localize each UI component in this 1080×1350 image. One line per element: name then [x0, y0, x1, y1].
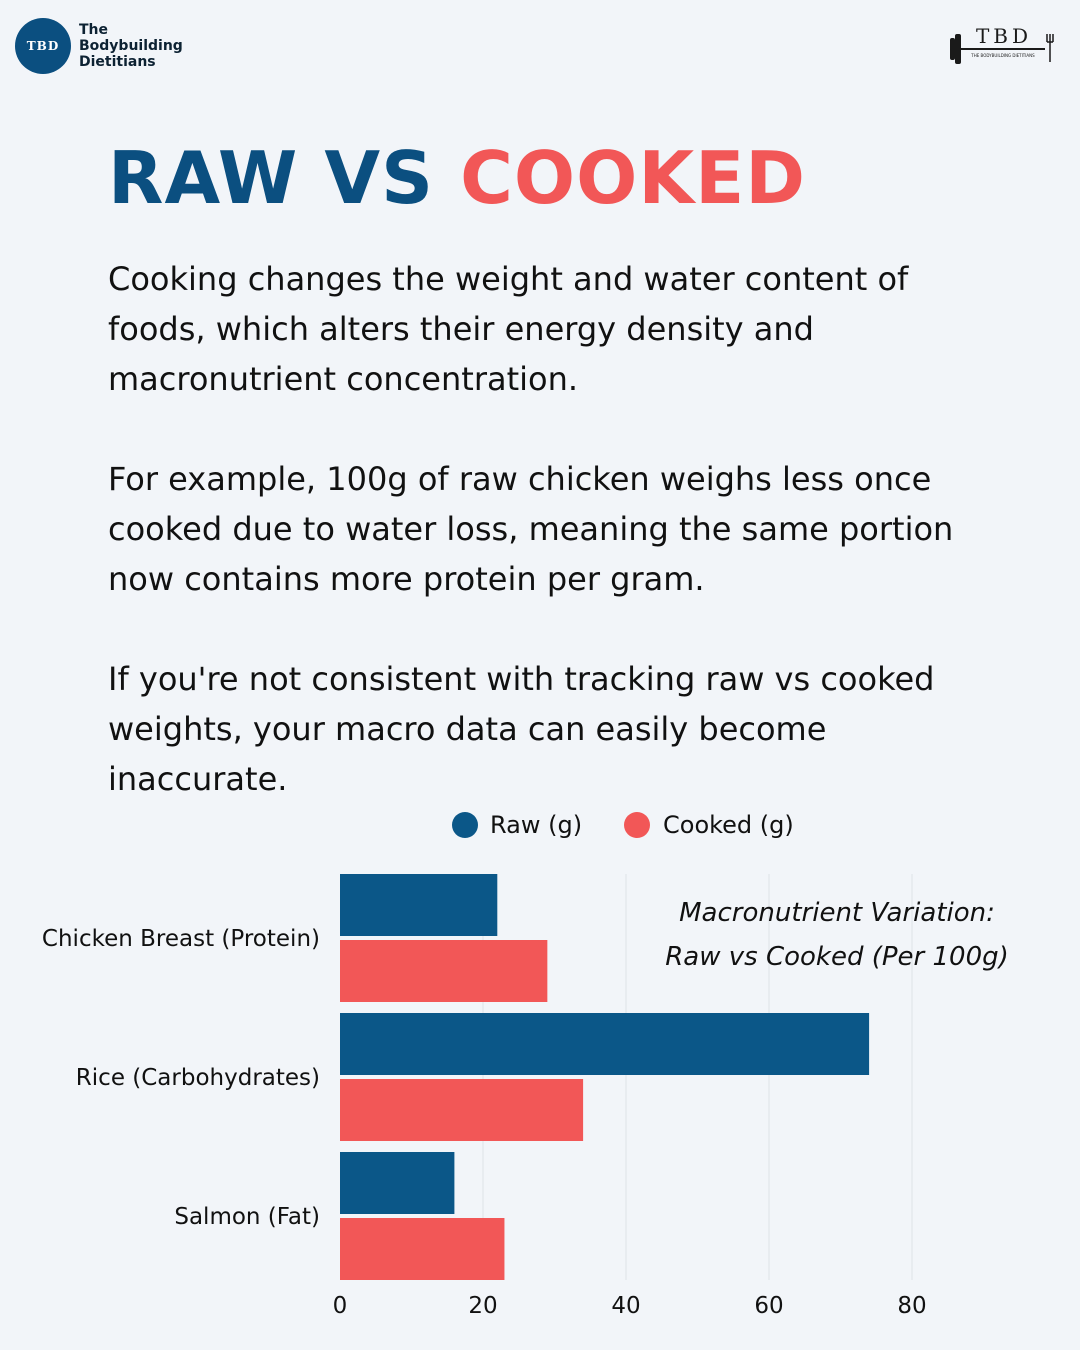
legend: Raw (g) Cooked (g)	[452, 811, 794, 839]
cooked-bar	[340, 940, 548, 1002]
headline-raw: RAW VS	[108, 136, 434, 220]
category-label: Salmon (Fat)	[174, 1204, 320, 1230]
category-label: Chicken Breast (Protein)	[42, 926, 320, 952]
legend-raw-swatch	[452, 812, 478, 838]
paragraph-1: Cooking changes the weight and water con…	[108, 260, 909, 398]
brand-name-line: The	[79, 22, 109, 38]
grid-lines	[482, 874, 913, 1280]
chart-title-line-2: Raw vs Cooked (Per 100g)	[665, 942, 1009, 972]
cooked-bar	[340, 1218, 505, 1280]
brand-logo: TBD	[15, 18, 71, 74]
x-tick-label: 60	[754, 1293, 783, 1319]
category-label: Rice (Carbohydrates)	[76, 1065, 320, 1091]
tbd-dumbbell-logo: TBD THE BODYBUILDING DIETITIANS	[950, 24, 1054, 64]
brand: TBD The Bodybuilding Dietitians	[15, 18, 183, 74]
macro-bar-chart: Raw (g) Cooked (g) Chicken Breast (Prote…	[42, 811, 1009, 1319]
legend-cooked-label: Cooked (g)	[663, 811, 794, 839]
raw-bar	[340, 1152, 455, 1214]
brand-name: The Bodybuilding Dietitians	[79, 22, 183, 70]
raw-bar	[340, 874, 498, 936]
brand-name-line: Bodybuilding	[79, 38, 183, 54]
paragraph-3: If you're not consistent with tracking r…	[108, 660, 935, 798]
legend-cooked-swatch	[624, 812, 650, 838]
x-tick-label: 20	[468, 1293, 497, 1319]
headline-cooked: COOKED	[460, 136, 807, 220]
legend-raw-label: Raw (g)	[490, 811, 582, 839]
paragraph-2: For example, 100g of raw chicken weighs …	[108, 460, 954, 598]
body-text: Cooking changes the weight and water con…	[108, 254, 958, 854]
headline: RAW VS COOKED	[108, 136, 806, 220]
x-tick-label: 80	[897, 1293, 926, 1319]
tbd-mark-subtext: THE BODYBUILDING DIETITIANS	[970, 53, 1035, 58]
x-tick-label: 40	[611, 1293, 640, 1319]
bars	[340, 874, 870, 1280]
cooked-bar	[340, 1079, 584, 1141]
tbd-mark-text: TBD	[976, 24, 1032, 48]
brand-name-line: Dietitians	[79, 54, 156, 70]
x-axis-ticks: 0 20 40 60 80	[333, 1293, 927, 1319]
brand-logo-text: TBD	[26, 39, 60, 53]
raw-bar	[340, 1013, 870, 1075]
category-labels: Chicken Breast (Protein) Rice (Carbohydra…	[42, 926, 320, 1230]
chart-title-line-1: Macronutrient Variation:	[679, 898, 995, 928]
x-tick-label: 0	[333, 1293, 348, 1319]
